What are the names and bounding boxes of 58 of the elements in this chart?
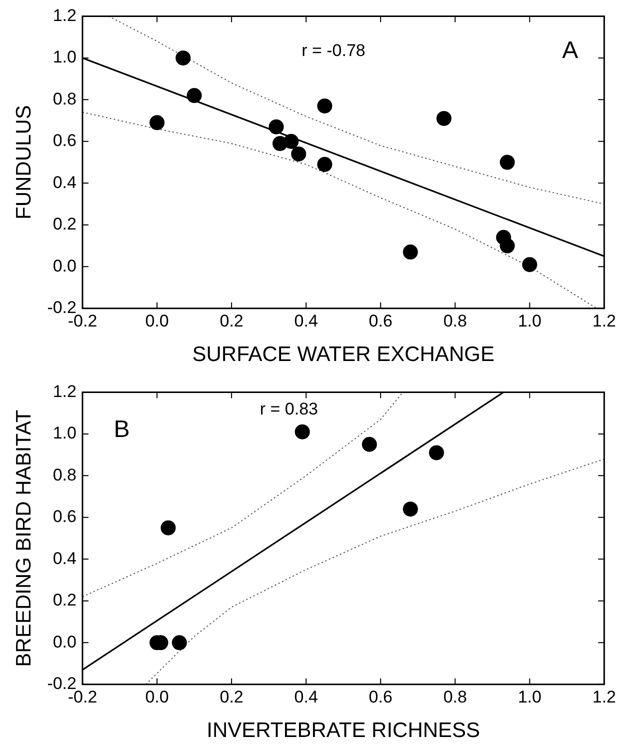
point xyxy=(402,502,418,517)
point xyxy=(284,134,299,149)
x-tick-label: 0.0 xyxy=(145,687,169,706)
line-series xyxy=(82,112,598,308)
y-tick-label: 1.2 xyxy=(52,382,76,401)
x-tick-label: 0.8 xyxy=(443,687,467,706)
x-tick-label: 1.2 xyxy=(592,311,616,330)
point xyxy=(150,115,165,130)
point xyxy=(317,156,332,172)
x-tick-label: 0.0 xyxy=(145,311,169,330)
annotation: B xyxy=(114,416,130,443)
line-series xyxy=(82,392,404,598)
y-axis-title: BREEDING BIRD HABITAT xyxy=(12,410,36,667)
y-tick-label: 1.0 xyxy=(52,48,76,67)
point xyxy=(362,436,377,452)
y-tick-label: 1.0 xyxy=(52,424,76,443)
x-axis-title: INVERTEBRATE RICHNESS xyxy=(206,719,480,742)
y-tick-label: 0.6 xyxy=(52,507,76,526)
x-tick-label: 1.2 xyxy=(592,687,616,706)
x-tick-label: 1.0 xyxy=(518,687,542,706)
x-tick-label: 0.8 xyxy=(443,311,467,330)
y-tick-label: 0.8 xyxy=(52,89,76,108)
point xyxy=(294,424,310,440)
point xyxy=(291,146,306,162)
annotation: r = -0.78 xyxy=(302,40,366,60)
x-tick-label: 0.6 xyxy=(368,311,392,330)
point xyxy=(436,110,452,126)
point xyxy=(500,238,515,254)
x-tick-label: 0.4 xyxy=(294,687,318,706)
x-tick-label: 0.2 xyxy=(220,687,244,706)
x-tick-label: 1.0 xyxy=(518,311,542,330)
point xyxy=(172,635,187,650)
y-tick-label: 0.4 xyxy=(52,172,76,192)
y-axis-title: FUNDULUS xyxy=(12,105,36,220)
y-tick-label: 0.4 xyxy=(52,548,76,568)
y-tick-label: 0.0 xyxy=(52,256,76,276)
point xyxy=(522,257,538,272)
y-tick-label: 1.2 xyxy=(52,6,76,25)
x-axis-title: SURFACE WATER EXCHANGE xyxy=(192,343,494,366)
y-tick-label: 0.8 xyxy=(52,465,76,484)
point xyxy=(500,154,515,170)
y-tick-label: 0.6 xyxy=(52,131,76,150)
line-series xyxy=(145,458,604,684)
point xyxy=(429,445,444,460)
y-tick-label: 0.2 xyxy=(52,590,76,610)
point xyxy=(402,244,418,260)
annotation: A xyxy=(562,36,578,64)
y-tick-label: 0.2 xyxy=(52,214,76,234)
point xyxy=(176,50,191,66)
x-tick-label: 0.6 xyxy=(368,687,392,706)
point xyxy=(160,520,176,536)
point xyxy=(317,98,332,114)
y-tick-label: 0.0 xyxy=(52,632,76,652)
x-tick-label: 0.4 xyxy=(294,311,318,330)
point xyxy=(186,88,202,104)
point xyxy=(268,119,284,134)
x-tick-label: 0.2 xyxy=(220,311,244,330)
annotation: r = 0.83 xyxy=(260,399,318,418)
